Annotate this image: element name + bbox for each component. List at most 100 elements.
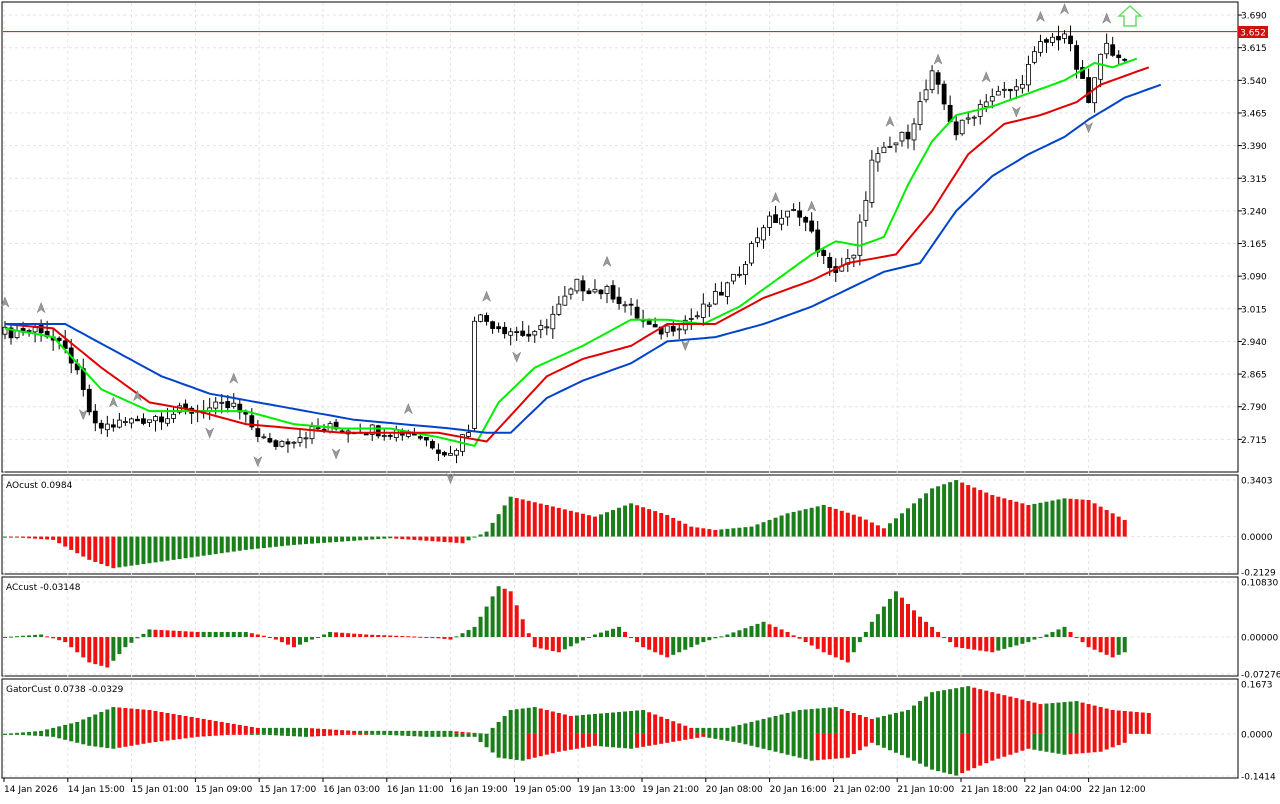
gator-upper-bar [737,724,742,734]
gator-upper-bar [520,708,525,734]
ac-bar [1098,637,1103,653]
ac-bar [1068,631,1073,638]
gator-upper-bar [340,730,345,734]
ac-bar [1092,637,1097,650]
x-tick-label: 14 Jan 2026 [4,785,58,795]
gator-upper-bar [803,709,808,734]
ac-bar [21,635,26,638]
gator-upper-bar [376,730,381,734]
candle-body [670,325,676,332]
ac-panel[interactable] [1,576,1239,677]
gator-upper-bar [586,714,591,734]
ac-bar [346,633,351,638]
gator-lower-bar [960,733,965,774]
ac-bar [1056,629,1061,638]
candle-body [231,402,237,407]
ac-bar [93,637,98,665]
gator-lower-bar [791,733,796,757]
gator-lower-bar [605,733,609,747]
gator-upper-bar [653,714,658,734]
candle-body [1001,88,1007,91]
gator-lower-bar [815,733,820,761]
ao-bar [1002,498,1007,537]
ao-bar [707,529,712,537]
gator-upper-bar [960,687,965,734]
gator-lower-bar [767,733,772,751]
gator-lower-bar [839,733,844,759]
ac-bar [105,637,110,668]
candle-body [261,436,267,439]
gator-lower-bar [291,733,296,737]
gator-upper-bar [279,727,284,734]
ao-bar [665,514,670,537]
gator-lower-bar [707,733,712,738]
gator-upper-bar [930,692,935,734]
candle-body [965,117,971,120]
gator-upper-bar [1026,701,1031,734]
ao-bar [412,536,417,540]
ao-bar [105,536,110,567]
ao-bar [51,536,56,540]
y-tick-label: -0.1414 [1241,773,1276,783]
candle-body [502,326,508,335]
ac-bar [201,631,206,638]
gator-upper-bar [99,712,104,734]
ac-bar [123,637,128,648]
gator-lower-bar [478,733,483,743]
ao-bar [297,536,302,545]
ao-bar [611,509,616,537]
gator-lower-bar [195,733,200,737]
ao-bar [1044,501,1049,537]
ao-bar [1014,501,1019,537]
gator-upper-bar [1044,703,1049,734]
ac-bar [219,631,224,638]
candle-body [92,410,98,424]
ao-bar [219,536,224,554]
gator-upper-bar [472,732,477,734]
gator-upper-bar [990,692,995,734]
ao-bar [984,492,989,537]
ao-bar [815,506,820,537]
ac-bar [255,634,260,638]
ac-bar [394,635,399,638]
y-tick-label: 2.865 [1241,371,1267,381]
ao-bar [827,506,832,537]
gator-lower-bar [845,733,850,758]
candle-body [610,285,616,300]
ao-bar [761,522,766,537]
gator-lower-bar [930,733,935,770]
ao-bar [659,513,664,537]
gator-upper-bar [851,712,856,734]
ac-bar [141,633,146,638]
ac-bar [611,628,616,638]
gator-upper-bar [1074,701,1079,734]
ac-bar [237,631,242,638]
candle-body [544,326,550,329]
ao-bar [948,482,953,537]
gator-upper-bar [334,729,339,734]
gator-lower-bar [1008,733,1013,755]
gator-upper-bar [1140,712,1145,734]
ac-bar [773,626,778,638]
ac-bar [617,626,622,638]
gator-lower-bar [502,733,507,759]
gator-lower-bar [99,733,104,748]
gator-upper-bar [1002,695,1007,734]
ao-bar [677,520,682,537]
ac-bar [550,637,555,652]
gator-upper-bar [466,732,471,734]
candle-body [712,291,718,305]
candle-body [682,319,688,331]
fractal-up-icon [602,255,612,268]
gator-upper-bar [1134,712,1139,734]
ao-bar [1110,513,1115,537]
gator-upper-bar [978,689,983,734]
ac-bar [719,636,724,638]
gator-upper-bar [592,713,597,734]
ao-bar [1026,504,1031,537]
main-chart-panel[interactable] [1,1,1239,473]
ao-bar [207,536,212,555]
gator-upper-bar [942,690,947,734]
gator-upper-bar [887,714,892,734]
